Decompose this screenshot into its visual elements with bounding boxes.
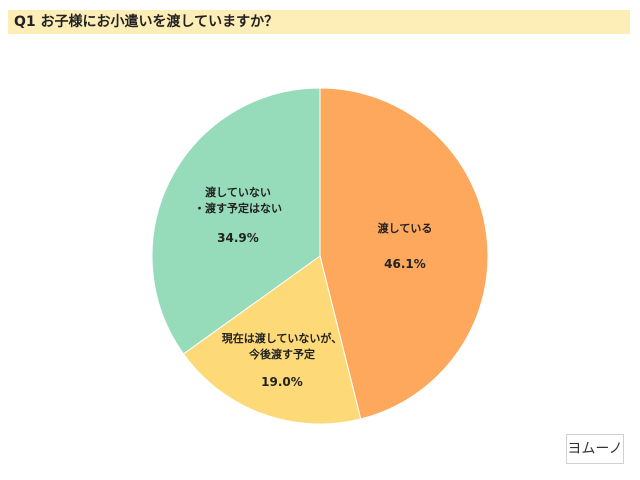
slice-value-kongo-yotei: 19.0% [261, 375, 303, 389]
slice-label-yotei-nashi: ・渡す予定はない [194, 201, 282, 215]
slice-label-watashiteiru: 渡している [378, 221, 433, 235]
pie-slices [151, 87, 489, 425]
slice-value-yotei-nashi: 34.9% [217, 231, 259, 245]
brand-logo: ヨムーノ [566, 434, 624, 464]
slice-label-kongo-yotei: 今後渡す予定 [248, 347, 315, 361]
slice-value-watashiteiru: 46.1% [384, 257, 426, 271]
pie-slice-kongo-yotei [182, 255, 362, 425]
slice-label-kongo-yotei: 現在は渡していないが、 [222, 331, 342, 345]
pie-slice-watashiteiru [319, 87, 489, 420]
pie-slice-yotei-nashi [151, 87, 321, 355]
chart-title: Q1 お子様にお小遣いを渡していますか？ [8, 10, 630, 34]
pie-labels: 渡している 46.1% 現在は渡していないが、今後渡す予定 19.0% 渡していない・渡… [194, 185, 432, 389]
slice-label-yotei-nashi: 渡していない [205, 185, 271, 199]
